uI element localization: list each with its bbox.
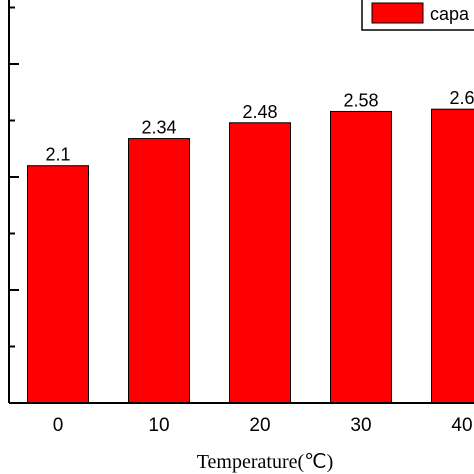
bar-30 [330,110,392,404]
x-tick-label-0: 0 [53,415,64,436]
legend-swatch [371,2,424,24]
x-tick-label-30: 30 [350,415,371,436]
x-axis-title: Temperature(℃) [197,451,334,473]
bar-series [27,108,474,404]
x-tick-label-40: 40 [451,415,472,436]
bar-0 [27,165,89,404]
legend: capa [361,0,474,31]
y-axis-ticks [9,6,19,348]
bar-40 [431,108,474,404]
x-tick-label-20: 20 [249,415,270,436]
data-label-10: 2.34 [141,118,176,138]
data-labels: 2.1 2.34 2.48 2.58 2.6 [45,88,474,165]
x-tick-label-10: 10 [148,415,169,436]
bar-10 [128,138,190,404]
data-label-0: 2.1 [45,145,70,165]
data-label-20: 2.48 [242,102,277,122]
data-label-40: 2.6 [449,88,474,108]
legend-label: capa [430,4,470,24]
bar-20 [229,122,291,404]
x-tick-labels: 0 10 20 30 40 [53,415,473,436]
data-label-30: 2.58 [343,90,378,110]
